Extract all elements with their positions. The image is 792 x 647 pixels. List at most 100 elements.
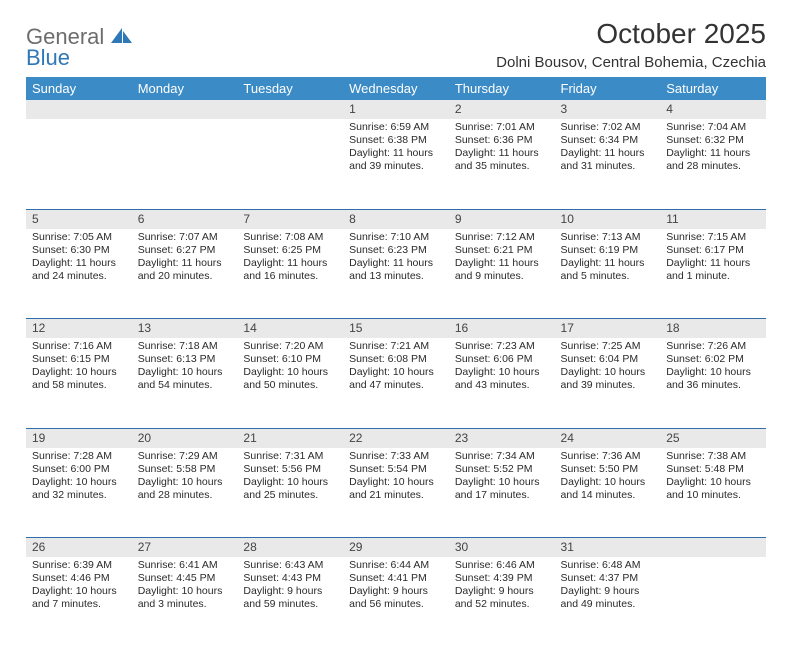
day-cell [660, 557, 766, 647]
day-cell: Sunrise: 6:43 AMSunset: 4:43 PMDaylight:… [237, 557, 343, 647]
sunset-text: Sunset: 4:37 PM [561, 572, 655, 585]
sunrise-text: Sunrise: 6:44 AM [349, 559, 443, 572]
day-number: 22 [343, 428, 449, 448]
day-cell: Sunrise: 7:20 AMSunset: 6:10 PMDaylight:… [237, 338, 343, 428]
day-cell: Sunrise: 7:02 AMSunset: 6:34 PMDaylight:… [555, 119, 661, 209]
daylight-text: Daylight: 11 hours and 20 minutes. [138, 257, 232, 283]
day-cell: Sunrise: 7:36 AMSunset: 5:50 PMDaylight:… [555, 448, 661, 538]
sunset-text: Sunset: 6:02 PM [666, 353, 760, 366]
day-number: 16 [449, 319, 555, 339]
day-cell: Sunrise: 7:07 AMSunset: 6:27 PMDaylight:… [132, 229, 238, 319]
sunset-text: Sunset: 4:43 PM [243, 572, 337, 585]
day-cell: Sunrise: 7:28 AMSunset: 6:00 PMDaylight:… [26, 448, 132, 538]
sunset-text: Sunset: 6:17 PM [666, 244, 760, 257]
day-cell: Sunrise: 7:21 AMSunset: 6:08 PMDaylight:… [343, 338, 449, 428]
day-cell: Sunrise: 6:46 AMSunset: 4:39 PMDaylight:… [449, 557, 555, 647]
week-row: Sunrise: 6:39 AMSunset: 4:46 PMDaylight:… [26, 557, 766, 647]
day-cell: Sunrise: 7:16 AMSunset: 6:15 PMDaylight:… [26, 338, 132, 428]
sunset-text: Sunset: 6:00 PM [32, 463, 126, 476]
day-cell: Sunrise: 6:44 AMSunset: 4:41 PMDaylight:… [343, 557, 449, 647]
day-cell: Sunrise: 7:29 AMSunset: 5:58 PMDaylight:… [132, 448, 238, 538]
day-cell: Sunrise: 6:39 AMSunset: 4:46 PMDaylight:… [26, 557, 132, 647]
daylight-text: Daylight: 10 hours and 7 minutes. [32, 585, 126, 611]
daynum-row: 262728293031 [26, 538, 766, 558]
day-cell: Sunrise: 7:26 AMSunset: 6:02 PMDaylight:… [660, 338, 766, 428]
day-cell: Sunrise: 7:34 AMSunset: 5:52 PMDaylight:… [449, 448, 555, 538]
day-cell: Sunrise: 6:41 AMSunset: 4:45 PMDaylight:… [132, 557, 238, 647]
day-cell: Sunrise: 6:48 AMSunset: 4:37 PMDaylight:… [555, 557, 661, 647]
day-number: 29 [343, 538, 449, 558]
weekday-head: Thursday [449, 77, 555, 100]
page-title: October 2025 [496, 18, 766, 50]
daylight-text: Daylight: 11 hours and 5 minutes. [561, 257, 655, 283]
day-number: 17 [555, 319, 661, 339]
week-row: Sunrise: 6:59 AMSunset: 6:38 PMDaylight:… [26, 119, 766, 209]
day-cell: Sunrise: 7:01 AMSunset: 6:36 PMDaylight:… [449, 119, 555, 209]
day-number: 28 [237, 538, 343, 558]
day-cell: Sunrise: 7:04 AMSunset: 6:32 PMDaylight:… [660, 119, 766, 209]
daylight-text: Daylight: 10 hours and 14 minutes. [561, 476, 655, 502]
day-number [26, 100, 132, 119]
day-number: 1 [343, 100, 449, 119]
sunrise-text: Sunrise: 6:43 AM [243, 559, 337, 572]
daylight-text: Daylight: 11 hours and 24 minutes. [32, 257, 126, 283]
sunset-text: Sunset: 4:45 PM [138, 572, 232, 585]
sunset-text: Sunset: 5:50 PM [561, 463, 655, 476]
day-number: 20 [132, 428, 238, 448]
sunset-text: Sunset: 5:54 PM [349, 463, 443, 476]
day-cell: Sunrise: 7:25 AMSunset: 6:04 PMDaylight:… [555, 338, 661, 428]
sunset-text: Sunset: 6:32 PM [666, 134, 760, 147]
daylight-text: Daylight: 10 hours and 50 minutes. [243, 366, 337, 392]
sunrise-text: Sunrise: 6:48 AM [561, 559, 655, 572]
sunset-text: Sunset: 5:52 PM [455, 463, 549, 476]
day-cell [132, 119, 238, 209]
day-cell: Sunrise: 7:10 AMSunset: 6:23 PMDaylight:… [343, 229, 449, 319]
day-cell: Sunrise: 7:13 AMSunset: 6:19 PMDaylight:… [555, 229, 661, 319]
daylight-text: Daylight: 11 hours and 16 minutes. [243, 257, 337, 283]
sunrise-text: Sunrise: 7:01 AM [455, 121, 549, 134]
day-number: 9 [449, 209, 555, 229]
sunrise-text: Sunrise: 7:26 AM [666, 340, 760, 353]
sunset-text: Sunset: 6:23 PM [349, 244, 443, 257]
day-number: 24 [555, 428, 661, 448]
day-number: 26 [26, 538, 132, 558]
day-cell: Sunrise: 7:23 AMSunset: 6:06 PMDaylight:… [449, 338, 555, 428]
title-block: October 2025 Dolni Bousov, Central Bohem… [496, 18, 766, 71]
calendar-table: Sunday Monday Tuesday Wednesday Thursday… [26, 77, 766, 647]
daylight-text: Daylight: 9 hours and 49 minutes. [561, 585, 655, 611]
day-number [660, 538, 766, 558]
day-number: 19 [26, 428, 132, 448]
day-number: 6 [132, 209, 238, 229]
sunset-text: Sunset: 6:15 PM [32, 353, 126, 366]
logo-word-2: Blue [26, 47, 133, 69]
sunset-text: Sunset: 6:38 PM [349, 134, 443, 147]
weekday-head: Tuesday [237, 77, 343, 100]
location-label: Dolni Bousov, Central Bohemia, Czechia [496, 54, 766, 71]
weekday-head: Saturday [660, 77, 766, 100]
sunrise-text: Sunrise: 7:08 AM [243, 231, 337, 244]
week-row: Sunrise: 7:28 AMSunset: 6:00 PM Daylight:… [26, 448, 766, 538]
sunrise-text: Sunrise: 7:18 AM [138, 340, 232, 353]
day-number: 3 [555, 100, 661, 119]
day-number: 8 [343, 209, 449, 229]
daylight-text: Daylight: 9 hours and 52 minutes. [455, 585, 549, 611]
day-number: 7 [237, 209, 343, 229]
sunrise-text: Sunrise: 7:02 AM [561, 121, 655, 134]
sunset-text: Sunset: 5:56 PM [243, 463, 337, 476]
week-row: Sunrise: 7:16 AMSunset: 6:15 PMDaylight:… [26, 338, 766, 428]
daylight-text: Daylight: 11 hours and 39 minutes. [349, 147, 443, 173]
daylight-text: Daylight: 11 hours and 35 minutes. [455, 147, 549, 173]
sunrise-text: Sunrise: 6:59 AM [349, 121, 443, 134]
sunset-text: Sunset: 5:58 PM [138, 463, 232, 476]
logo: General Blue [26, 18, 133, 69]
daylight-text: Daylight: 10 hours and 39 minutes. [561, 366, 655, 392]
daynum-row: 19202122232425 [26, 428, 766, 448]
sunset-text: Sunset: 6:19 PM [561, 244, 655, 257]
sunset-text: Sunset: 5:48 PM [666, 463, 760, 476]
sunrise-text: Sunrise: 6:41 AM [138, 559, 232, 572]
sunrise-text: Sunrise: 7:10 AM [349, 231, 443, 244]
daylight-text: Daylight: 10 hours and 28 minutes. [138, 476, 232, 502]
sunrise-text: Sunrise: 7:28 AM [32, 450, 126, 463]
weekday-head: Sunday [26, 77, 132, 100]
daylight-text: Daylight: 10 hours and 43 minutes. [455, 366, 549, 392]
